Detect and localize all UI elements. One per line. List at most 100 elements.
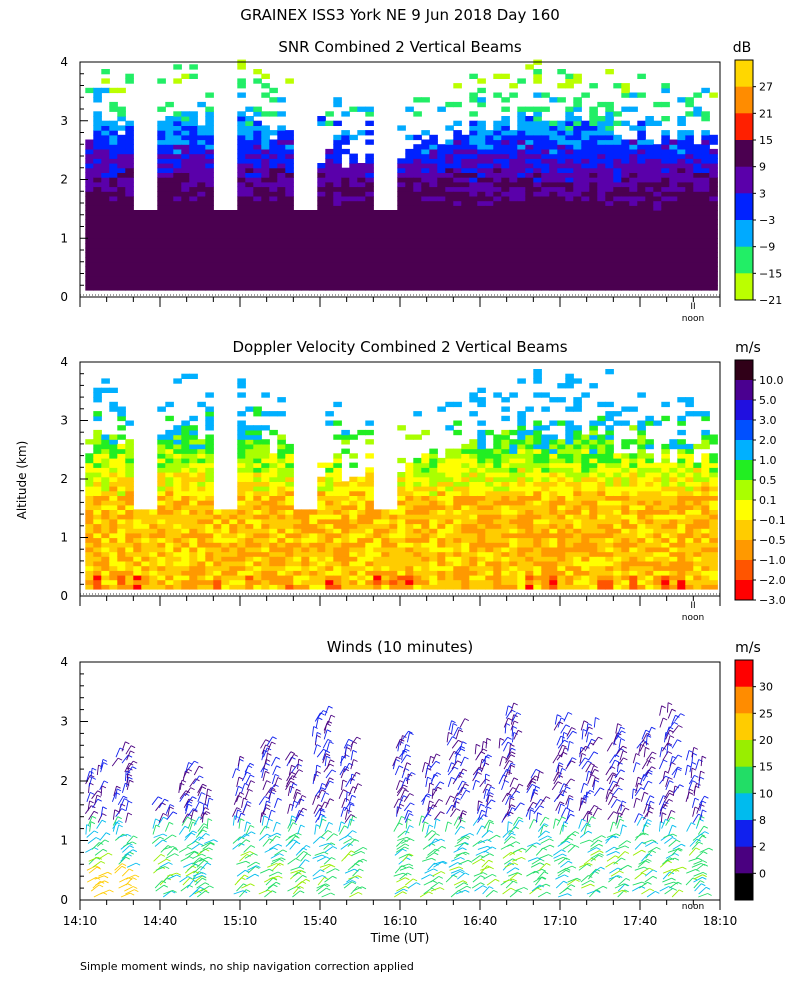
heatmap-cell	[677, 181, 686, 188]
heatmap-cell	[189, 560, 198, 567]
heatmap-cell	[125, 224, 134, 230]
heatmap-cell	[229, 579, 238, 585]
heatmap-cell	[85, 275, 94, 282]
heatmap-cell	[445, 280, 454, 286]
heatmap-cell	[533, 457, 542, 464]
heatmap-cell	[461, 158, 470, 164]
heatmap-cell	[637, 560, 646, 567]
heatmap-cell	[373, 574, 382, 581]
heatmap-cell	[493, 214, 502, 221]
heatmap-cell	[317, 495, 326, 501]
heatmap-cell	[165, 158, 174, 164]
heatmap-cell	[541, 120, 550, 126]
heatmap-cell	[469, 214, 478, 221]
heatmap-cell	[493, 261, 502, 268]
heatmap-cell	[301, 243, 310, 249]
heatmap-cell	[93, 509, 102, 515]
heatmap-cell	[109, 490, 118, 496]
heatmap-cell	[421, 97, 430, 103]
heatmap-cell	[181, 462, 190, 468]
heatmap-cell	[501, 148, 510, 155]
heatmap-cell	[237, 462, 246, 468]
heatmap-cell	[469, 453, 478, 459]
heatmap-cell	[445, 233, 454, 239]
heatmap-cell	[701, 205, 710, 211]
heatmap-cell	[205, 425, 214, 431]
heatmap-cell	[429, 191, 438, 197]
heatmap-cell	[629, 565, 638, 571]
heatmap-cell	[501, 271, 510, 277]
heatmap-cell	[333, 462, 342, 468]
heatmap-cell	[93, 546, 102, 553]
heatmap-cell	[405, 200, 414, 206]
heatmap-cell	[157, 210, 166, 216]
heatmap-cell	[205, 219, 214, 225]
heatmap-cell	[565, 472, 574, 478]
heatmap-cell	[125, 195, 134, 202]
heatmap-cell	[557, 177, 566, 183]
heatmap-cell	[293, 219, 302, 225]
heatmap-cell	[565, 542, 574, 548]
heatmap-cell	[493, 219, 502, 225]
heatmap-cell	[269, 537, 278, 543]
heatmap-cell	[429, 556, 438, 562]
heatmap-cell	[157, 186, 166, 192]
heatmap-cell	[141, 537, 150, 543]
heatmap-cell	[549, 448, 558, 454]
heatmap-cell	[517, 476, 526, 482]
heatmap-cell	[101, 448, 110, 454]
heatmap-cell	[253, 111, 262, 117]
heatmap-cell	[469, 238, 478, 244]
heatmap-cell	[421, 537, 430, 543]
heatmap-cell	[333, 163, 342, 169]
heatmap-cell	[485, 551, 494, 557]
heatmap-cell	[365, 495, 374, 501]
heatmap-cell	[333, 200, 342, 206]
colorbar-label: −21	[759, 294, 782, 307]
heatmap-cell	[261, 570, 270, 576]
heatmap-cell	[429, 476, 438, 482]
heatmap-cell	[541, 275, 550, 282]
heatmap-cell	[421, 144, 430, 150]
heatmap-cell	[517, 490, 526, 496]
heatmap-cell	[589, 148, 598, 155]
heatmap-cell	[109, 565, 118, 571]
heatmap-cell	[461, 224, 470, 230]
heatmap-cell	[413, 252, 422, 258]
heatmap-cell	[253, 532, 262, 539]
heatmap-cell	[173, 285, 182, 291]
heatmap-cell	[581, 134, 590, 141]
heatmap-cell	[685, 191, 694, 197]
heatmap-cell	[245, 261, 254, 268]
heatmap-cell	[485, 238, 494, 244]
heatmap-cell	[437, 172, 446, 178]
heatmap-cell	[173, 439, 182, 445]
heatmap-cell	[573, 504, 582, 510]
heatmap-cell	[125, 261, 134, 268]
heatmap-cell	[101, 200, 110, 206]
heatmap-cell	[613, 560, 622, 567]
heatmap-cell	[437, 406, 446, 412]
heatmap-cell	[477, 528, 486, 534]
heatmap-cell	[133, 247, 142, 253]
heatmap-cell	[141, 565, 150, 571]
heatmap-cell	[613, 120, 622, 126]
heatmap-cell	[357, 285, 366, 291]
heatmap-cell	[477, 495, 486, 501]
heatmap-cell	[333, 186, 342, 192]
heatmap-cell	[173, 266, 182, 272]
heatmap-cell	[109, 266, 118, 272]
heatmap-cell	[125, 570, 134, 576]
heatmap-cell	[541, 233, 550, 239]
heatmap-cell	[557, 453, 566, 459]
heatmap-cell	[685, 275, 694, 282]
heatmap-cell	[517, 125, 526, 131]
heatmap-cell	[93, 481, 102, 487]
heatmap-cell	[677, 130, 686, 136]
heatmap-cell	[437, 238, 446, 244]
heatmap-cell	[237, 167, 246, 173]
heatmap-cell	[501, 518, 510, 525]
heatmap-cell	[221, 257, 230, 263]
heatmap-cell	[605, 415, 614, 422]
heatmap-cell	[189, 373, 198, 379]
